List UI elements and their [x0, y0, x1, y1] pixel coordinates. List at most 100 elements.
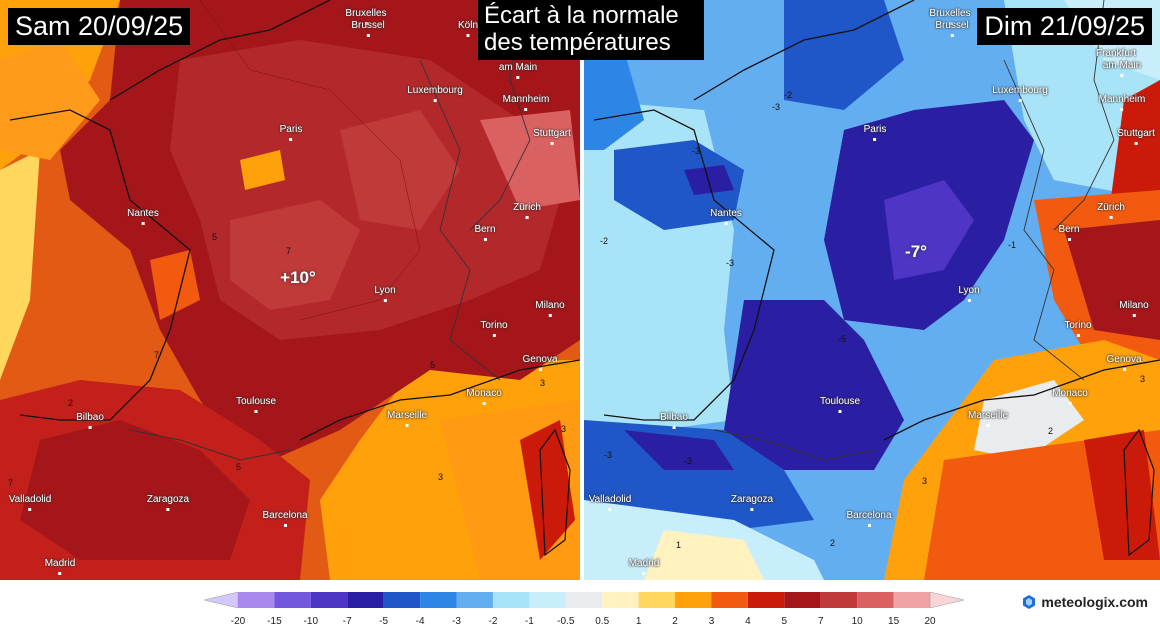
city-label: Zürich — [1097, 202, 1125, 213]
legend-swatch — [675, 592, 712, 608]
legend-swatch — [383, 592, 421, 608]
legend-tick-label: 5 — [781, 616, 788, 627]
city-label: Luxembourg — [407, 85, 463, 96]
city-label: Barcelona — [262, 510, 308, 521]
contour-label: 3 — [438, 472, 444, 482]
city-label: Marseille — [967, 410, 1009, 421]
legend-swatch — [529, 592, 566, 608]
city-label: Valladolid — [588, 494, 632, 505]
map-title: Écart à la normale des températures — [478, 0, 704, 60]
legend-swatch — [602, 592, 639, 608]
city-label: Paris — [279, 124, 303, 135]
legend-swatch — [638, 592, 676, 608]
panel-divider — [580, 0, 584, 580]
city-label: Toulouse — [235, 396, 277, 407]
map-title-line2: des températures — [484, 29, 671, 56]
contour-label: 2 — [830, 538, 836, 548]
city-label: Monaco — [1052, 388, 1088, 399]
legend-tick-label: -2 — [488, 616, 498, 627]
legend-swatch — [747, 592, 785, 608]
contour-label: 5 — [236, 462, 242, 472]
legend-tick-label: -0.5 — [557, 616, 575, 627]
contour-label: 5 — [212, 232, 218, 242]
legend-end-high — [929, 591, 964, 609]
color-legend — [204, 588, 964, 612]
legend-tick-label: -10 — [303, 616, 319, 627]
legend-tick-label: -1 — [524, 616, 534, 627]
legend-swatch — [711, 592, 748, 608]
contour-label: -5 — [838, 334, 847, 344]
city-label: Bruxelles — [345, 8, 387, 19]
contour-label: -3 — [726, 258, 735, 268]
legend-swatch — [857, 592, 894, 608]
contour-label: 7 — [8, 478, 14, 488]
legend-swatch — [238, 592, 275, 608]
legend-swatch — [274, 592, 311, 608]
city-label: Brussel — [935, 20, 969, 31]
contour-label: -1 — [1008, 240, 1017, 250]
legend-tick-label: 4 — [745, 616, 751, 627]
contour-label: -3 — [604, 450, 613, 460]
city-label: Paris — [863, 124, 887, 135]
legend-swatch — [456, 592, 493, 608]
legend-swatch — [310, 592, 348, 608]
city-label: Torino — [480, 320, 508, 331]
anomaly-label: -7° — [905, 242, 927, 261]
city-label: Nantes — [710, 208, 742, 219]
legend-tick-label: 15 — [888, 616, 900, 627]
legend-tick-label: -20 — [230, 616, 246, 627]
city-label: Genova — [522, 354, 558, 365]
city-label: Frankfurt — [1095, 48, 1137, 59]
city-label: Lyon — [374, 285, 396, 296]
contour-label: -2 — [784, 90, 793, 100]
map-right-field — [584, 0, 1160, 580]
city-label: Barcelona — [846, 510, 892, 521]
legend-tick-label: 2 — [672, 616, 678, 627]
city-label: Zürich — [513, 202, 541, 213]
city-label: Mannheim — [502, 94, 550, 105]
contour-label: 7 — [286, 246, 292, 256]
city-label: Bern — [474, 224, 496, 235]
legend-swatch — [347, 592, 384, 608]
city-label: Madrid — [628, 558, 660, 569]
city-label: Bruxelles — [929, 8, 971, 19]
contour-label: 3 — [1140, 374, 1146, 384]
legend-tick-label: 0.5 — [595, 616, 610, 627]
legend-swatch — [565, 592, 603, 608]
city-label: Mannheim — [1098, 94, 1146, 105]
contour-label: -3 — [772, 102, 781, 112]
legend-tick-label: -5 — [379, 616, 389, 627]
legend-swatch — [420, 592, 457, 608]
city-label: Marseille — [386, 410, 428, 421]
map-title-line1: Écart à la normale — [484, 2, 679, 29]
legend-swatch — [893, 592, 930, 608]
contour-label: 3 — [561, 424, 567, 434]
city-label: Valladolid — [8, 494, 52, 505]
map-left-saturday: Sam 20/09/25 +10° Bruxelles Brussel Köln… — [0, 0, 580, 580]
contour-label: 3 — [540, 378, 546, 388]
date-label: Sam 20/09/25 — [8, 8, 191, 45]
legend-tick-label: 10 — [851, 616, 863, 627]
city-label: Bilbao — [76, 412, 104, 423]
brand-logo: meteologix.com — [1021, 594, 1148, 610]
legend-end-low — [204, 591, 239, 609]
legend-tick-label: 7 — [817, 616, 824, 627]
brand-name: meteologix.com — [1041, 594, 1148, 610]
city-label: Köln — [457, 20, 479, 31]
contour-label: -3 — [684, 456, 693, 466]
legend-tick-label: 1 — [635, 616, 642, 627]
contour-label: 7 — [154, 350, 160, 360]
contour-label: 2 — [68, 398, 74, 408]
city-label: Bilbao — [660, 412, 688, 423]
legend-tick-label: -3 — [452, 616, 461, 627]
city-label: Torino — [1064, 320, 1092, 331]
city-label: Milano — [535, 300, 565, 311]
city-label: am Main — [1102, 60, 1142, 71]
city-label: Madrid — [44, 558, 76, 569]
legend-ticks: -20 -15 -10 -7 -5 -4 -3 -2 -1 -0.5 0.5 1 2 3 4 5 7 10 15 20 — [204, 616, 964, 632]
legend-bar — [204, 591, 964, 609]
contour-label: -3 — [692, 146, 701, 156]
contour-label: 3 — [922, 476, 928, 486]
contour-label: 2 — [1048, 426, 1054, 436]
city-label: Zaragoza — [730, 494, 774, 505]
